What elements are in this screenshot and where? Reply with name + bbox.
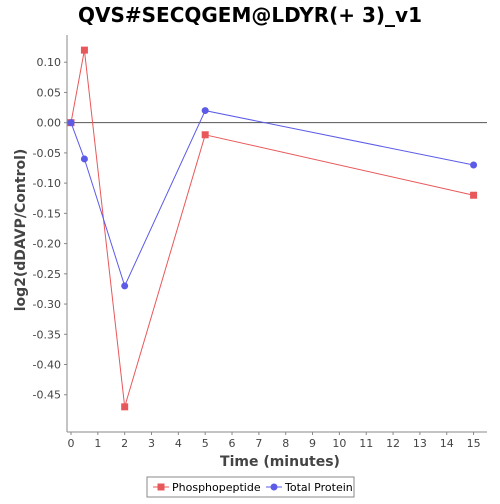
x-tick-label: 4 [175, 437, 182, 450]
x-tick-label: 11 [359, 437, 373, 450]
y-tick-label: 0.00 [37, 117, 62, 130]
data-point [201, 131, 209, 139]
y-tick-label: -0.40 [33, 359, 61, 372]
x-tick-label: 13 [413, 437, 427, 450]
legend-label: Total Protein [284, 481, 353, 494]
y-axis-title: log2(dDAVP/Control) [13, 149, 29, 312]
x-tick-label: 8 [282, 437, 289, 450]
x-tick-label: 14 [440, 437, 454, 450]
x-axis-title: Time (minutes) [220, 454, 340, 470]
x-tick-label: 5 [202, 437, 209, 450]
data-point [67, 119, 75, 127]
x-tick-label: 3 [148, 437, 155, 450]
x-tick-label: 10 [332, 437, 346, 450]
x-tick-label: 7 [255, 437, 262, 450]
data-point [470, 161, 478, 169]
y-tick-label: 0.10 [37, 56, 62, 69]
y-tick-label: -0.45 [33, 389, 61, 402]
data-point [121, 403, 129, 411]
data-point [121, 282, 129, 290]
data-point [470, 191, 478, 199]
legend-label: Phosphopeptide [172, 481, 261, 494]
x-tick-label: 12 [386, 437, 400, 450]
x-tick-label: 0 [68, 437, 75, 450]
y-tick-label: 0.05 [37, 86, 62, 99]
y-tick-label: -0.10 [33, 177, 61, 190]
y-tick-label: -0.30 [33, 298, 61, 311]
legend: Phosphopeptide Total Protein [146, 476, 355, 498]
chart-title: QVS#SECQGEM@LDYR(+ 3)_v1 [78, 3, 422, 27]
x-tick-label: 15 [467, 437, 481, 450]
data-point [80, 155, 88, 163]
plot-area: 0.10 0.05 0.00 -0.05 -0.10 -0.15 -0.20 -0.25 -0.… [33, 35, 487, 450]
plot-background [71, 35, 487, 428]
y-tick-label: -0.25 [33, 268, 61, 281]
data-point [201, 107, 209, 115]
data-point [80, 46, 88, 54]
y-tick-label: -0.15 [33, 207, 61, 220]
x-tick-label: 2 [121, 437, 128, 450]
y-tick-label: -0.05 [33, 147, 61, 160]
y-tick-label: -0.35 [33, 328, 61, 341]
x-tick-label: 9 [309, 437, 316, 450]
y-tick-label: -0.20 [33, 238, 61, 251]
legend-marker [157, 483, 165, 491]
x-tick-label: 1 [94, 437, 101, 450]
legend-marker [270, 483, 278, 491]
legend-box [146, 476, 355, 498]
x-tick-label: 6 [229, 437, 236, 450]
